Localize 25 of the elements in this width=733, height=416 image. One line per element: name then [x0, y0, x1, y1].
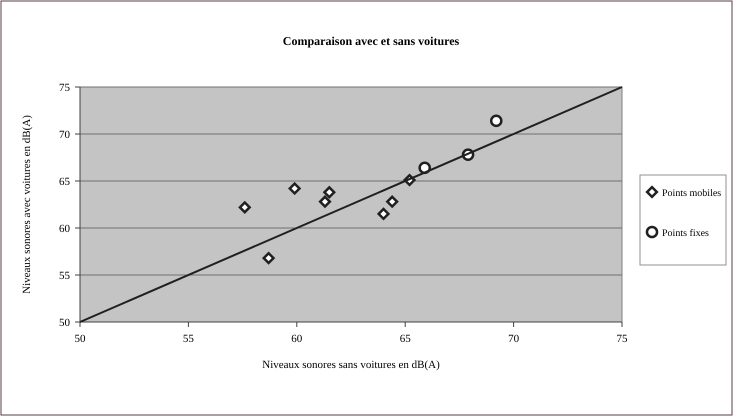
x-tick-label: 70 [508, 333, 520, 345]
x-tick-label: 50 [74, 333, 86, 345]
point [288, 182, 301, 195]
y-tick-label: 55 [59, 270, 70, 282]
chart-title: Comparaison avec et sans voitures [282, 34, 460, 48]
y-tick-label: 60 [59, 223, 70, 235]
y-axis-title: Niveaux sonores avec voitures en dB(A) [21, 114, 33, 294]
point [386, 196, 398, 208]
point [318, 196, 332, 208]
y-tick-label: 65 [59, 176, 70, 188]
point [238, 201, 251, 214]
point [377, 208, 390, 220]
point [490, 114, 503, 128]
y-tick-label: 75 [59, 82, 70, 94]
x-tick-label: 75 [616, 333, 628, 345]
legend-label: Points fixes [662, 228, 710, 239]
x-axis-title: Niveaux sonores sans voitures en dB(A) [262, 359, 440, 371]
point [323, 186, 336, 198]
x-tick-label: 60 [291, 333, 303, 345]
x-tick-label: 65 [400, 333, 412, 345]
legend-label: Points mobiles [662, 188, 722, 199]
y-tick-label: 70 [59, 129, 70, 141]
x-tick-label: 55 [182, 333, 194, 345]
point [262, 252, 275, 264]
y-tick-label: 50 [59, 317, 70, 329]
